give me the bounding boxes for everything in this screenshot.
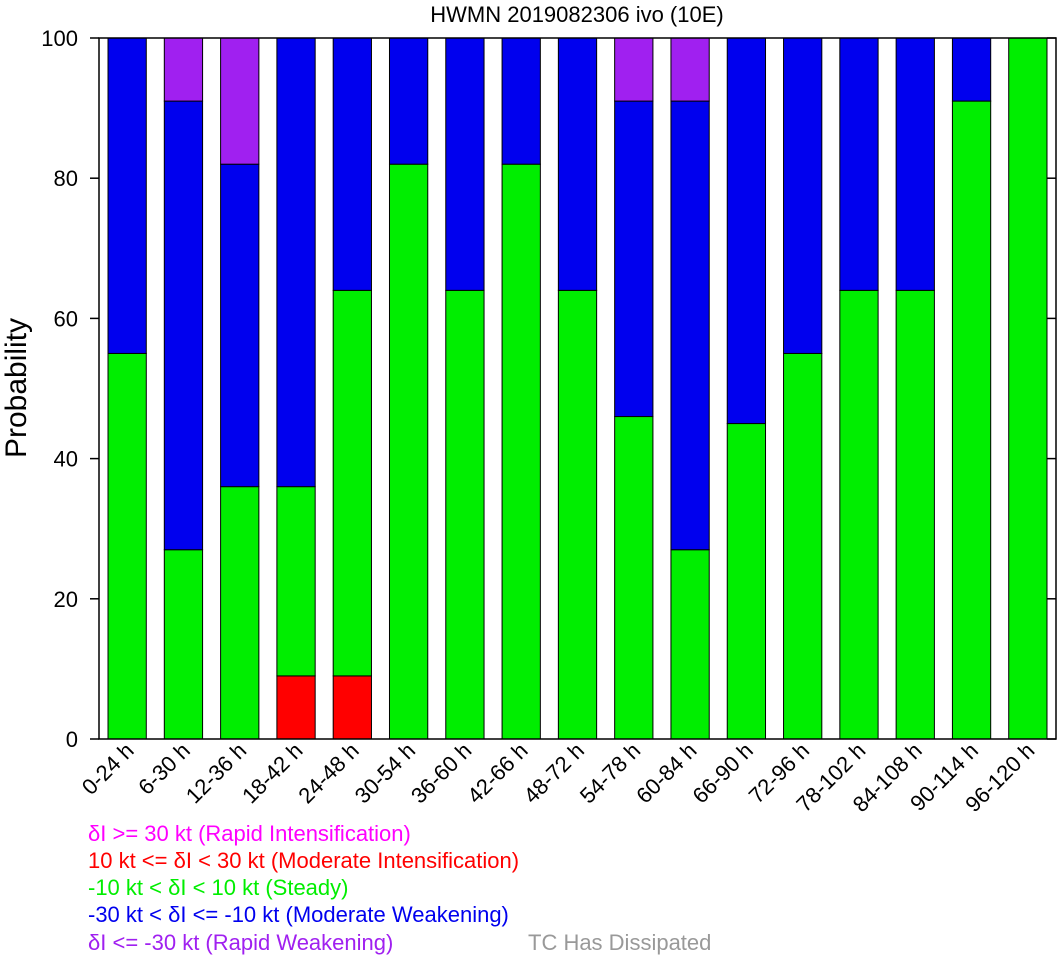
bar-segment-st-3 [276,486,316,677]
legend-rapid-intensification: δI >= 30 kt (Rapid Intensification) [88,821,411,846]
plot-frame [98,37,1057,740]
x-tick-label: 36-60 h [406,738,476,808]
bar-segment-mw-12 [783,37,823,354]
x-tick-label: 42-66 h [462,738,532,808]
bar-segment-st-9 [614,416,654,740]
bar-segment-mw-9 [614,100,654,418]
bar-segment-st-6 [445,289,485,740]
bar-segment-st-16 [1008,37,1048,740]
bar-segment-st-8 [557,289,598,740]
chart-title: HWMN 2019082306 ivo (10E) [430,2,723,27]
y-tick-label: 100 [41,26,78,51]
legend-rapid-weakening: δI <= -30 kt (Rapid Weakening) [88,930,394,955]
legend-steady: -10 kt < δI < 10 kt (Steady) [88,875,349,900]
bar-segment-st-11 [726,423,767,740]
x-tick-label: 66-90 h [687,738,757,808]
x-tick-label: 60-84 h [631,738,701,808]
bar-segment-mw-15 [951,37,992,102]
bar-segment-mw-10 [670,100,710,551]
x-tick-label: 0-24 h [77,738,139,800]
x-tick-label: 30-54 h [350,738,420,808]
bar-segment-rw-2 [220,37,260,165]
bar-segment-rw-9 [614,37,654,102]
y-tick-label: 0 [66,727,78,752]
bar-segment-rw-10 [670,37,710,102]
bar-segment-st-13 [839,289,879,740]
bar-segment-st-15 [951,100,992,740]
bar-segment-mw-1 [163,100,204,551]
bar-segment-mi-3 [276,675,316,740]
bar-segment-mw-11 [726,37,767,425]
bar-segment-st-2 [220,486,260,740]
y-axis-label: Probability [0,318,33,458]
bar-segment-mi-4 [332,675,372,740]
bar-segment-st-0 [107,352,147,740]
bar-segment-mw-3 [276,37,316,488]
x-tick-label: 24-48 h [293,738,363,808]
bar-segment-mw-5 [388,37,429,165]
bar-segment-st-10 [670,549,710,740]
bars-layer [107,37,1048,740]
bar-segment-mw-7 [501,37,541,165]
y-tick-label: 60 [54,306,78,331]
x-tick-label: 48-72 h [519,738,589,808]
bar-segment-mw-6 [445,37,485,291]
y-tick-label: 40 [54,447,78,472]
bar-segment-mw-4 [332,37,372,291]
bar-segment-rw-1 [163,37,204,102]
bar-segment-st-1 [163,549,204,740]
bar-segment-st-7 [501,163,541,740]
x-tick-label: 18-42 h [237,738,307,808]
y-tick-label: 20 [54,587,78,612]
legend-dissipated: TC Has Dissipated [528,930,712,955]
bar-segment-mw-8 [557,37,598,291]
bar-segment-mw-13 [839,37,879,291]
bar-segment-st-14 [895,289,935,740]
bar-segment-st-5 [388,163,429,740]
bar-segment-st-4 [332,289,372,677]
x-tick-label: 12-36 h [181,738,251,808]
y-tick-label: 80 [54,166,78,191]
legend-moderate-intensification: 10 kt <= δI < 30 kt (Moderate Intensific… [88,848,520,873]
legend-moderate-weakening: -30 kt < δI <= -10 kt (Moderate Weakenin… [88,902,509,927]
x-tick-label: 54-78 h [575,738,645,808]
bar-segment-st-12 [783,352,823,740]
bar-segment-mw-0 [107,37,147,354]
bar-segment-mw-14 [895,37,935,291]
bar-segment-mw-2 [220,163,260,488]
